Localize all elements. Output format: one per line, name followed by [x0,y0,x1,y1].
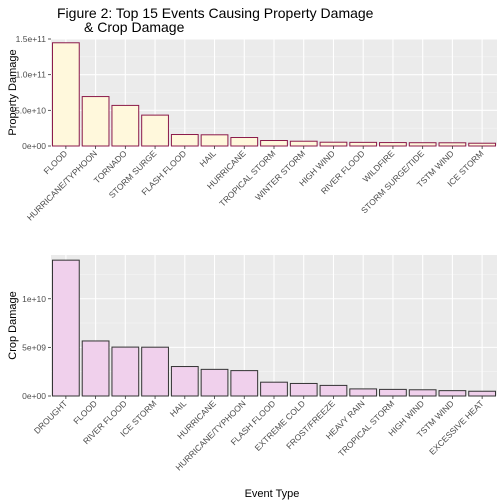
property-x-tick-label: FLOOD [42,148,70,176]
property-bar [349,141,378,147]
crop-x-tick-label: TROPICAL STORM [336,398,396,458]
crop-bar [111,346,140,397]
crop-y-tick-label: 0e+00 [22,391,46,401]
crop-x-tick-label: DROUGHT [32,398,69,435]
crop-bar [289,382,318,397]
crop-bar [141,346,169,397]
property-y-tick-label: 5.0e+10 [15,105,46,115]
crop-bar [408,389,437,397]
property-bar [170,134,199,147]
crop-y-axis-title: Crop Damage [7,291,19,359]
crop-y-tick-label: 5e+09 [22,342,46,352]
property-y-tick-label: 1.0e+11 [16,70,47,80]
crop-bar [81,340,110,397]
chart-title-line-2: & Crop Damage [84,19,185,35]
crop-y-tick-label: 1e+10 [22,294,46,304]
property-bar [408,142,437,147]
crop-bar [230,370,259,397]
property-bar [379,142,407,147]
property-bar [111,104,140,147]
crop-bar [200,368,229,397]
crop-x-tick-label: FLOOD [71,398,99,426]
property-bar [51,42,80,147]
property-bar [81,96,110,147]
x-axis-title: Event Type [245,488,300,500]
property-bar [230,137,259,147]
property-x-tick-label: TROPICAL STORM [217,148,277,208]
property-y-tick-label: 1.5e+11 [16,34,47,44]
crop-bar [438,390,467,397]
property-y-tick-label: 0e+00 [22,141,46,151]
chart-title-line-1: Figure 2: Top 15 Events Causing Property… [57,5,374,21]
property-y-axis-title: Property Damage [7,49,19,135]
crop-bar [51,259,80,397]
crop-x-tick-label: HAIL [168,398,189,419]
property-bar [260,140,288,147]
crop-bar [379,388,407,397]
crop-bar [468,390,497,397]
crop-x-tick-label: EXCESSIVE HEAT [427,398,485,456]
property-damage-panel: 0e+005.0e+101.0e+111.5e+11FLOODHURRICANE… [7,34,497,223]
property-x-tick-label: HAIL [198,148,219,169]
property-bar [438,142,467,147]
property-bar [200,134,229,147]
crop-bar [349,388,378,397]
property-bar [141,114,169,147]
property-bar [289,140,318,147]
crop-bar [319,384,348,397]
crop-bar [170,366,199,397]
property-bar [468,142,497,147]
property-bar [319,141,348,147]
crop-bar [260,381,288,397]
